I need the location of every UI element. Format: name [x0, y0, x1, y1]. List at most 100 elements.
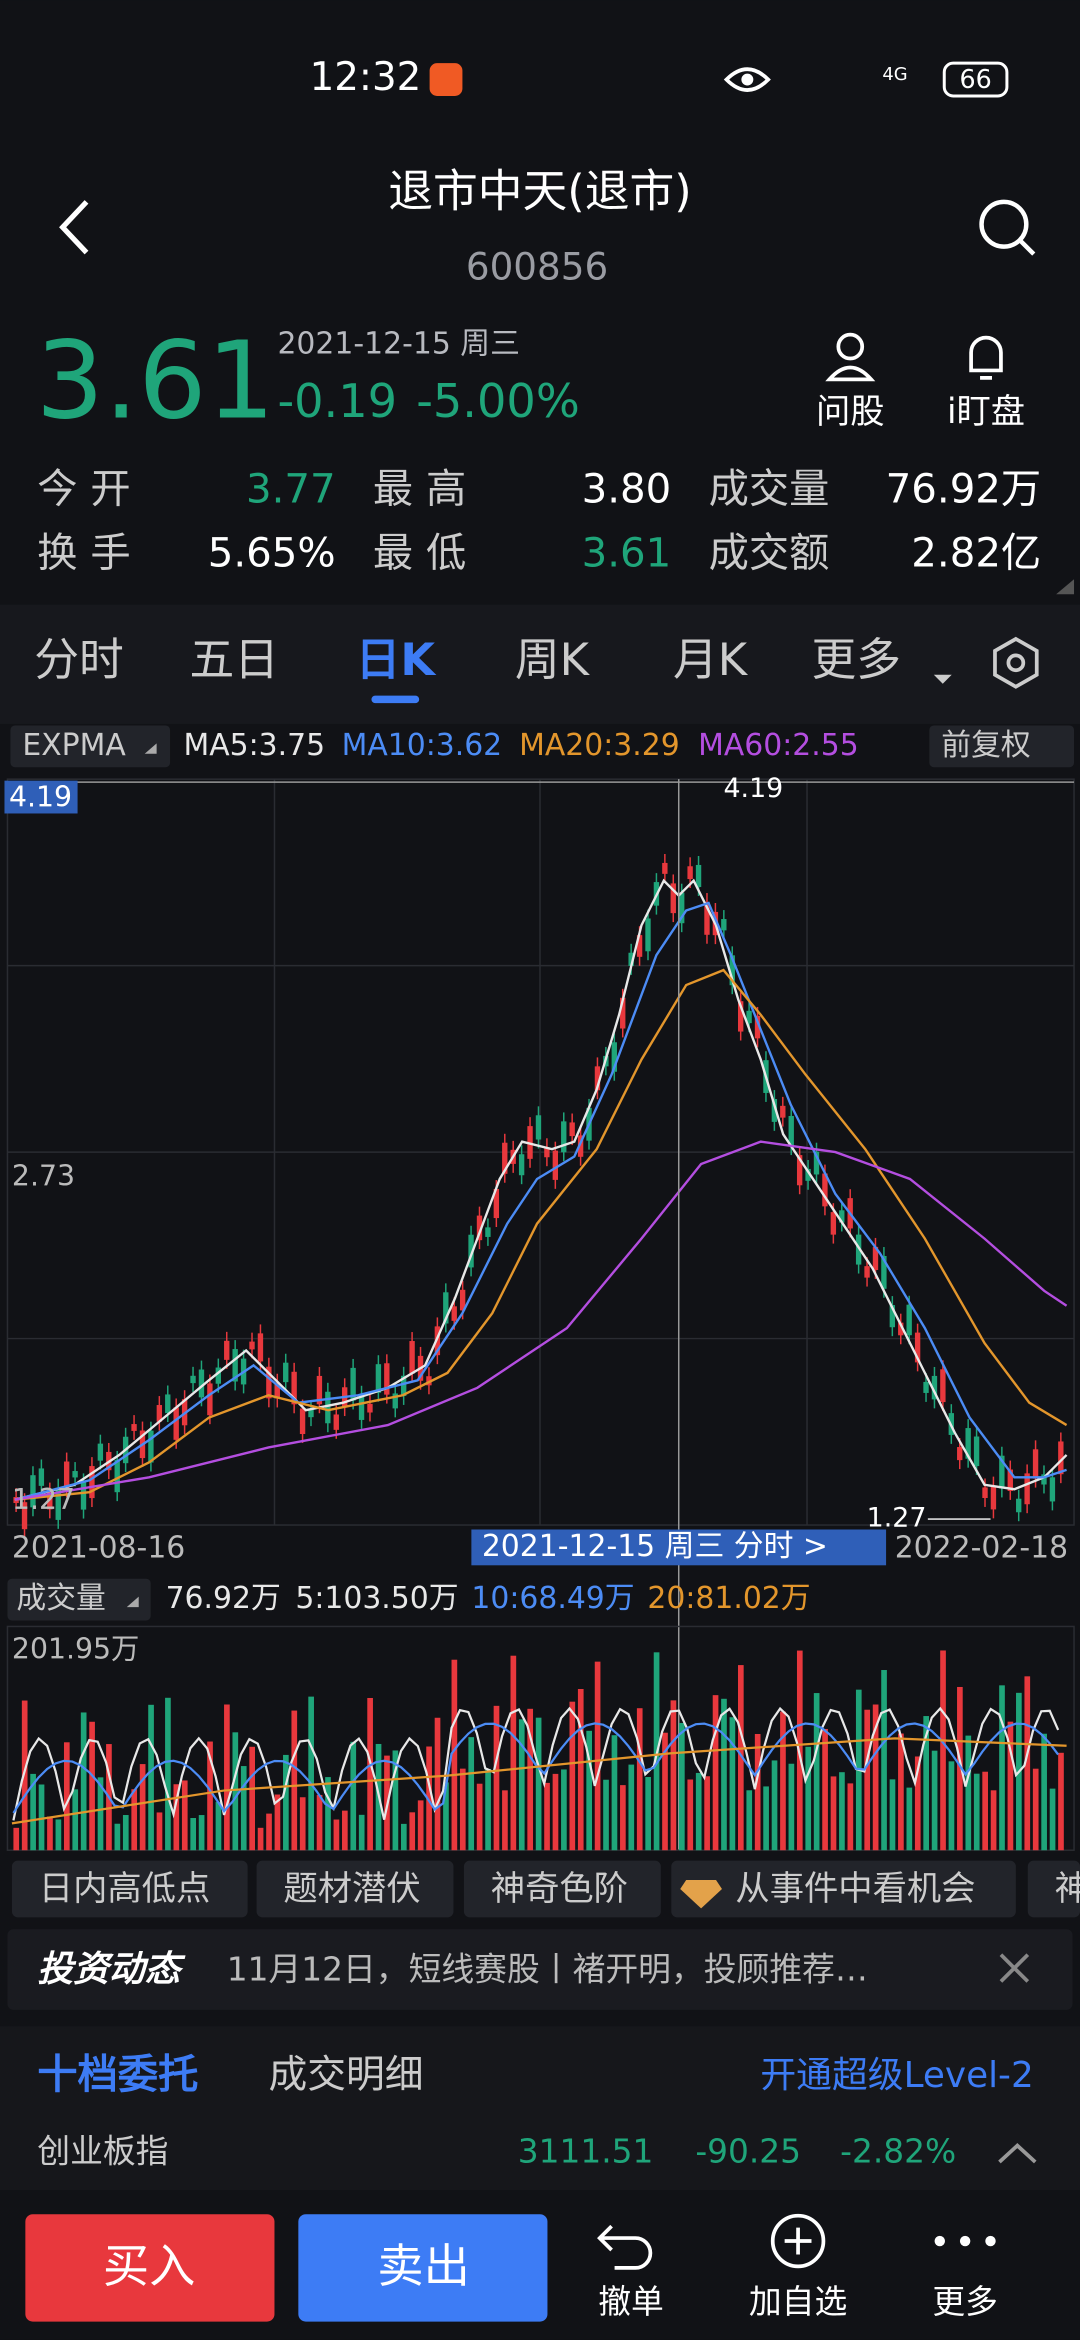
sell-label: 卖出	[377, 2239, 469, 2293]
volume-bar	[780, 1711, 786, 1851]
tab[interactable]: 周K	[515, 633, 591, 686]
more-icon[interactable]	[934, 2235, 996, 2247]
ma-lines	[14, 878, 1068, 1501]
ma10: MA10:3.62	[342, 728, 503, 763]
volume-bar	[603, 1779, 609, 1851]
action-watch[interactable]: i盯盘	[947, 392, 1025, 432]
volume-bar	[577, 1689, 584, 1851]
candle-body	[999, 1455, 1005, 1489]
volume-bar	[839, 1772, 845, 1851]
candle-body	[156, 1405, 163, 1422]
orders-tab[interactable]: 成交明细	[269, 2052, 424, 2097]
candle-body	[822, 1173, 828, 1207]
indicator-select[interactable]	[10, 725, 171, 768]
tab[interactable]: 分时	[34, 633, 124, 686]
candle-body	[375, 1364, 382, 1393]
candle-body	[552, 1150, 559, 1180]
battery-level: 66	[959, 64, 991, 94]
volume-bar	[948, 1761, 955, 1851]
candle-body	[544, 1147, 550, 1158]
stat-label: 最 低	[373, 530, 466, 576]
volume-bar	[628, 1764, 635, 1851]
candle-body	[864, 1266, 870, 1278]
news-label: 投资动态	[37, 1949, 185, 1990]
orders-tab-active[interactable]: 十档委托	[37, 2052, 198, 2098]
settings-icon[interactable]	[993, 636, 1039, 689]
volume-lines	[11, 1706, 1067, 1825]
cursor-box[interactable]	[471, 1529, 887, 1566]
cursor-label[interactable]: 2021-12-15 周三 分时 >	[482, 1529, 828, 1564]
undo-label[interactable]: 撤单	[598, 2283, 664, 2321]
search-handle	[1018, 239, 1036, 256]
chip-label[interactable]: 神	[1055, 1869, 1080, 1909]
candle-body	[198, 1369, 205, 1398]
volume-ma20: 20:81.02万	[647, 1581, 810, 1616]
candle-body	[898, 1322, 904, 1336]
volume-label: 成交量	[16, 1581, 105, 1616]
tab[interactable]: 日K	[356, 633, 438, 686]
candle-body	[636, 935, 643, 957]
buy-button[interactable]	[25, 2214, 275, 2322]
change-pct: -5.00%	[416, 374, 580, 428]
news-bar[interactable]	[7, 1929, 1073, 2010]
volume-bar	[788, 1763, 795, 1851]
volume-bar	[1032, 1768, 1039, 1851]
ma-line	[14, 968, 1068, 1501]
candle-body	[249, 1341, 255, 1350]
candle-body	[1024, 1473, 1030, 1505]
candle-body	[468, 1234, 474, 1268]
bell-icon[interactable]	[969, 335, 1003, 380]
more-label[interactable]: 更多	[932, 2283, 998, 2321]
volume-bar	[1049, 1788, 1056, 1851]
volume-line	[12, 1722, 1060, 1814]
tab[interactable]: 更多	[811, 633, 901, 686]
volume-bar	[594, 1661, 601, 1851]
chip[interactable]	[1027, 1860, 1080, 1918]
volume-bar	[266, 1813, 272, 1851]
index-collapse[interactable]	[998, 2143, 1037, 2164]
volume-bar	[990, 1790, 997, 1851]
volume-bar	[763, 1786, 769, 1851]
change: -0.19	[277, 374, 397, 428]
upgrade-link[interactable]: 开通超级Level-2	[760, 2055, 1033, 2096]
search-button[interactable]	[979, 199, 1029, 249]
candle-body	[283, 1362, 289, 1383]
adjust-select[interactable]	[929, 725, 1075, 768]
candle-body	[299, 1408, 306, 1435]
back-button[interactable]	[59, 200, 89, 255]
volume-bar	[923, 1716, 930, 1851]
chip[interactable]	[11, 1860, 248, 1918]
volume-select[interactable]	[7, 1578, 151, 1621]
chip-label[interactable]: 神奇色阶	[491, 1869, 628, 1909]
volume-line	[12, 1706, 1060, 1821]
volume-bar	[181, 1780, 188, 1851]
chip[interactable]	[463, 1860, 661, 1918]
chip-label[interactable]: 题材潜伏	[283, 1869, 420, 1909]
volume-bar	[881, 1670, 887, 1851]
candle-body	[451, 1306, 457, 1321]
ask-icon[interactable]	[836, 332, 865, 361]
action-ask[interactable]: 问股	[816, 392, 885, 432]
tab[interactable]: 月K	[673, 633, 749, 686]
chip[interactable]	[256, 1860, 454, 1918]
chip[interactable]	[671, 1860, 1016, 1918]
battery	[942, 61, 1009, 98]
undo-icon[interactable]	[597, 2224, 653, 2270]
volume-bar	[240, 1766, 247, 1851]
max-label: 4.19	[723, 773, 783, 804]
chip-label[interactable]: 从事件中看机会	[735, 1869, 975, 1909]
volume-bar	[662, 1732, 668, 1851]
news-close[interactable]	[999, 1953, 1030, 1983]
add-icon[interactable]	[770, 2213, 826, 2269]
sell-button[interactable]	[298, 2214, 548, 2322]
volume-bar	[148, 1704, 154, 1851]
chip-label[interactable]: 日内高低点	[39, 1869, 211, 1909]
add-label[interactable]: 加自选	[749, 2283, 847, 2321]
candle-body	[729, 955, 735, 986]
volume-bar	[224, 1704, 230, 1851]
tab[interactable]: 五日	[189, 633, 278, 686]
stock-title: 退市中天(退市)	[388, 164, 691, 217]
candle-body	[754, 1015, 761, 1039]
price: 3.61	[36, 319, 275, 444]
volume-bar	[535, 1717, 542, 1851]
